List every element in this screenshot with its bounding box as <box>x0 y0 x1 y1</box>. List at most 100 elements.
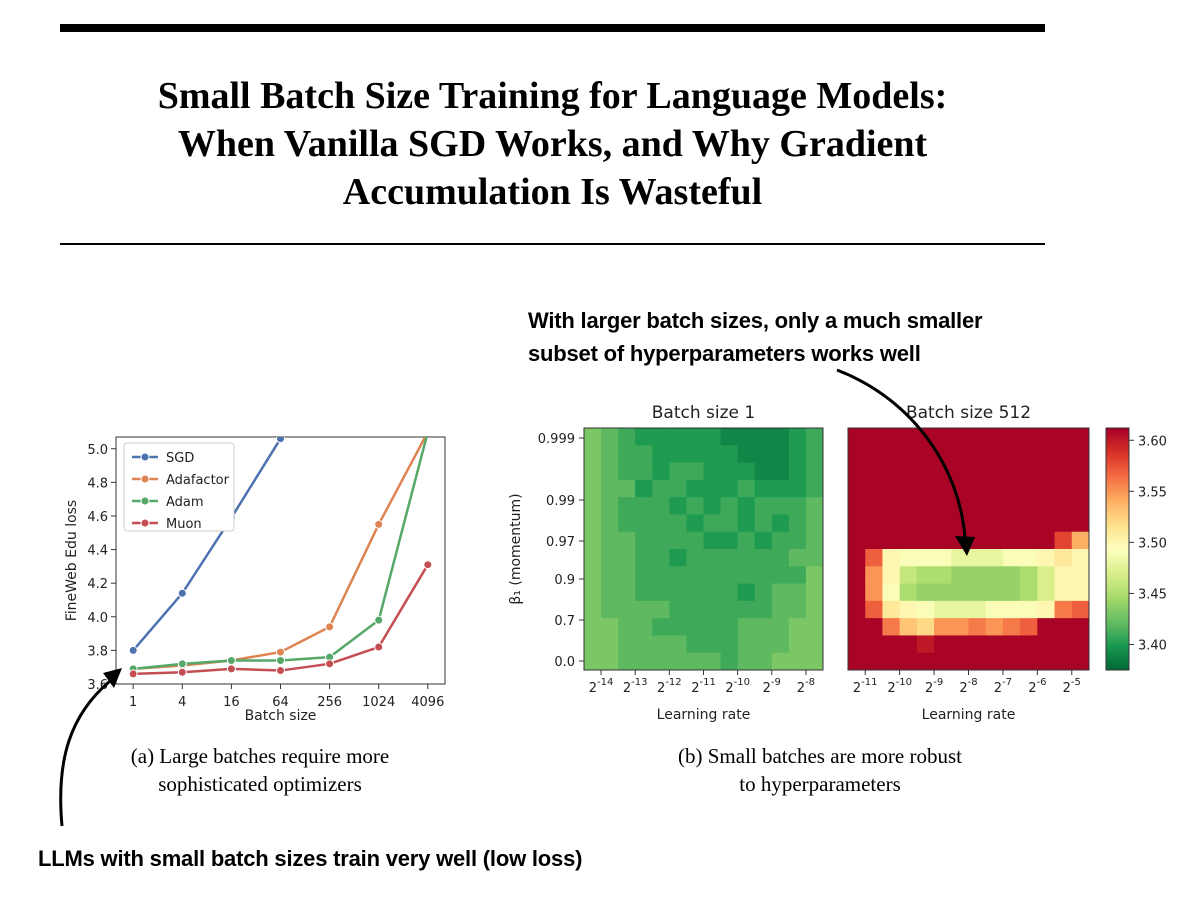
heatmap-cell <box>934 479 952 498</box>
heatmap-cell <box>669 479 687 498</box>
heatmap-cell <box>1037 635 1055 654</box>
heatmap-cell <box>1071 618 1090 636</box>
heatmap-cell <box>934 583 952 602</box>
heatmap-cell <box>788 531 807 550</box>
heatmap-cell <box>635 514 653 533</box>
title-line-1: Small Batch Size Training for Language M… <box>157 75 948 117</box>
x-axis-label: Learning rate <box>657 707 751 723</box>
heatmap-cell <box>985 497 1004 515</box>
heatmap-cell <box>1020 566 1038 584</box>
heatmap-cell <box>584 635 602 654</box>
heatmap-cell <box>703 428 721 446</box>
heatmap-cell <box>720 618 739 636</box>
heatmap-cell <box>882 600 901 619</box>
series-point-adam <box>424 428 432 436</box>
x-tick-base: 2 <box>1063 681 1071 696</box>
heatmap-cell <box>635 583 653 602</box>
heatmap-cell <box>805 497 824 515</box>
heatmap-cell <box>1020 600 1038 619</box>
heatmap-cell <box>652 600 670 619</box>
heatmap-cell <box>899 445 918 463</box>
heatmap-cell <box>899 497 918 515</box>
heatmap-cell <box>652 566 670 584</box>
heatmap-cell <box>737 514 756 533</box>
heatmap-cell <box>754 531 773 550</box>
x-tick-exponent: -9 <box>771 677 781 688</box>
heatmap-cell <box>882 479 901 498</box>
heatmap-cell <box>934 531 952 550</box>
y-tick-label: 4.6 <box>87 510 108 525</box>
heatmap-cell <box>737 462 756 481</box>
heatmap-cell <box>1071 497 1090 515</box>
heatmap-cell <box>635 618 653 636</box>
heatmap-cell <box>916 514 935 533</box>
x-tick-base: 2 <box>763 681 771 696</box>
heatmap-cell <box>916 549 935 567</box>
heatmap-cell <box>1054 462 1073 481</box>
heatmap-cell <box>1037 428 1055 446</box>
heatmap-cell <box>865 600 883 619</box>
heatmap-cell <box>618 462 636 481</box>
heatmap-cell <box>916 583 935 602</box>
series-point-muon <box>276 666 285 676</box>
heatmap-cell <box>899 600 918 619</box>
line-chart: 1 4 16 64 256 1024 40963.63.84.04.24.44.64.85.… <box>64 428 446 724</box>
heatmap-cell <box>1020 462 1038 481</box>
heatmap-cell <box>618 635 636 654</box>
heatmap-cell <box>788 635 807 654</box>
heatmap-cell <box>951 428 969 446</box>
heatmap-cell <box>771 514 790 533</box>
heatmap-cell <box>669 583 687 602</box>
heatmap-title: Batch size 1 <box>652 403 755 423</box>
annotation-top-line-2: subset of hyperparameters works well <box>528 341 921 366</box>
heatmap-cell <box>1071 428 1090 446</box>
y-tick-label: 0.7 <box>554 614 575 629</box>
y-axis-label: β₁ (momentum) <box>508 493 524 604</box>
heatmap-cell <box>669 635 687 654</box>
x-tick-label: 2-12 <box>657 677 682 696</box>
heatmap-cell <box>1071 583 1090 602</box>
heatmap-cell <box>788 497 807 515</box>
heatmap-cell <box>686 428 704 446</box>
heatmap-cell <box>720 479 739 498</box>
heatmap-cell <box>703 635 721 654</box>
legend-swatch-marker <box>140 452 150 462</box>
heatmap-cell <box>1054 549 1073 567</box>
heatmap-cell <box>805 618 824 636</box>
heatmap-cell <box>951 462 969 481</box>
x-tick-exponent: -10 <box>896 677 912 688</box>
y-tick-label: 0.97 <box>546 535 575 550</box>
heatmap-cell <box>934 514 952 533</box>
heatmap-cell <box>882 514 901 533</box>
x-tick-label: 2-8 <box>959 677 977 696</box>
heatmap-cell <box>1037 652 1055 671</box>
heatmap-cell <box>618 479 636 498</box>
heatmap-cell <box>788 514 807 533</box>
heatmap-cell <box>848 497 866 515</box>
heatmap-cell <box>601 428 619 446</box>
legend-box <box>123 442 235 532</box>
y-tick-label: 3.8 <box>87 644 108 659</box>
heatmap-cell <box>951 635 969 654</box>
heatmap-cell <box>951 652 969 671</box>
heatmap-cell <box>882 635 901 654</box>
heatmap-cell <box>1071 566 1090 584</box>
heatmap-cell <box>865 514 883 533</box>
heatmap-cell <box>652 618 670 636</box>
heatmap-cell <box>737 583 756 602</box>
heatmap-cell <box>899 462 918 481</box>
heatmap-cell <box>618 652 636 671</box>
legend-swatch-marker <box>140 518 150 528</box>
heatmap-cell <box>669 618 687 636</box>
heatmap-cell <box>848 428 866 446</box>
colorbar-gradient <box>1105 427 1130 671</box>
heatmap-cell <box>788 600 807 619</box>
heatmap-cell <box>635 635 653 654</box>
heatmap-cell <box>737 618 756 636</box>
heatmap-cell <box>584 618 602 636</box>
x-tick-exponent: -6 <box>1037 677 1047 688</box>
heatmap-cell <box>686 531 704 550</box>
heatmap-cell <box>737 549 756 567</box>
heatmap-cell <box>669 514 687 533</box>
arrow-head-bottom <box>103 668 122 688</box>
